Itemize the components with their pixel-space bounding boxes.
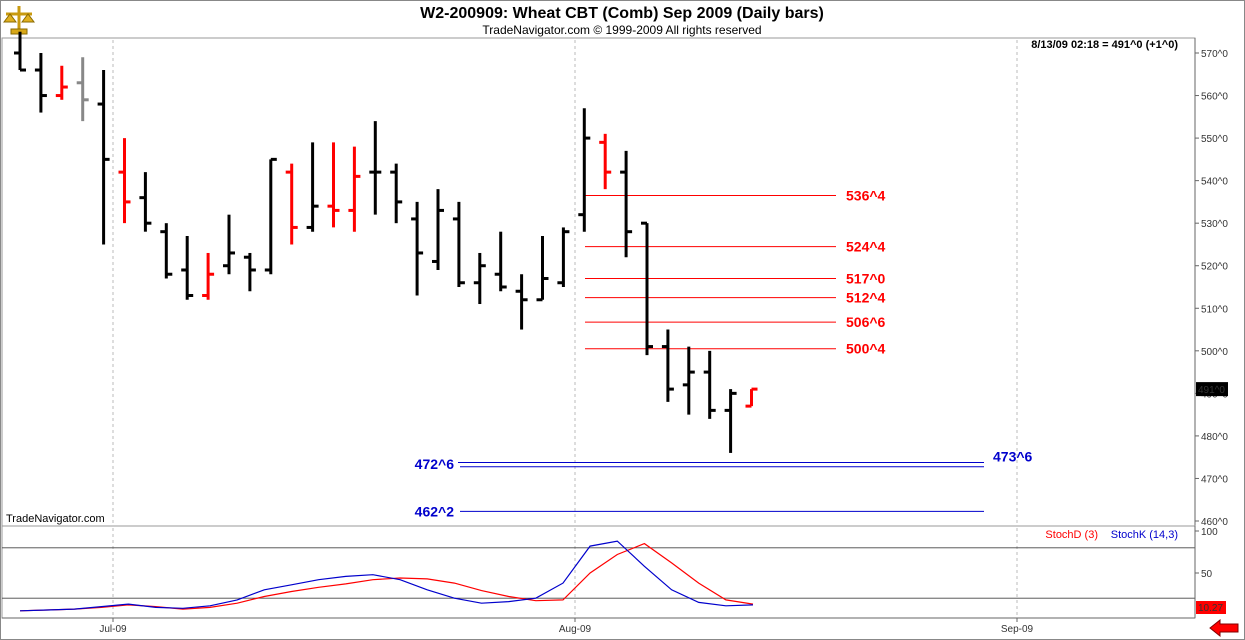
y-tick-label: 540^0 <box>1201 177 1228 188</box>
y-tick-label: 500^0 <box>1201 347 1228 358</box>
stoch-tick-label: 100 <box>1201 527 1218 538</box>
ohlc-bar <box>661 329 674 402</box>
ohlc-bar <box>306 142 319 232</box>
ohlc-bar <box>223 214 235 275</box>
ohlc-bar <box>369 121 382 215</box>
stoch-line-k <box>19 540 754 612</box>
level-label-512^4: 512^4 <box>846 290 886 306</box>
ohlc-bar <box>97 70 110 245</box>
stochastic-panel: 100 50 StochD (3) StochK (14,3) 10.27 <box>1 525 1226 619</box>
y-tick-label: 570^0 <box>1201 49 1228 60</box>
ohlc-bar <box>348 146 361 232</box>
ohlc-bar <box>515 274 528 330</box>
ohlc-bar <box>536 235 549 302</box>
watermark: TradeNavigator.com <box>6 513 105 525</box>
ohlc-bar <box>473 252 486 305</box>
last-price-label: 491^0 <box>1198 385 1225 396</box>
x-tick-label: Sep-09 <box>1001 624 1034 635</box>
last-price-tag: 491^0 <box>1196 382 1228 397</box>
red-left-arrow-icon[interactable] <box>1209 618 1239 638</box>
ohlc-bar <box>264 157 277 275</box>
ohlc-bar <box>55 65 68 100</box>
timestamp-readout: 8/13/09 02:18 = 491^0 (+1^0) <box>1031 39 1178 51</box>
ohlc-bar <box>202 252 215 300</box>
price-bars <box>14 31 758 453</box>
x-axis: Jul-09 Aug-09 Sep-09 <box>2 617 1195 635</box>
ohlc-bar <box>578 108 591 232</box>
y-tick-label: 560^0 <box>1201 92 1228 103</box>
y-tick-label: 530^0 <box>1201 219 1228 230</box>
ohlc-bar <box>34 53 47 113</box>
ohlc-bar <box>494 231 507 292</box>
level-label-524^4: 524^4 <box>846 239 886 255</box>
price-gridlines <box>112 40 1018 524</box>
ohlc-bar <box>641 221 653 356</box>
ohlc-bar <box>620 150 633 258</box>
brass-scale-icon[interactable] <box>2 2 36 36</box>
level-label-462^2: 462^2 <box>415 503 455 519</box>
ohlc-bar <box>682 346 695 415</box>
ohlc-bar <box>411 201 424 296</box>
price-panel: 536^4 524^4 517^0 512^4 506^6 500^4 473^6 472^6… <box>1 31 1228 528</box>
ohlc-bar <box>599 133 612 190</box>
y-tick-label: 520^0 <box>1201 262 1228 273</box>
ohlc-bar <box>181 235 194 300</box>
ohlc-bar <box>724 389 737 453</box>
ohlc-bar <box>118 138 131 224</box>
stoch-series <box>19 540 754 612</box>
legend-stochk: StochK (14,3) <box>1111 529 1178 541</box>
level-label-536^4: 536^4 <box>846 188 886 204</box>
ohlc-bar <box>452 201 465 287</box>
ohlc-bar <box>285 163 298 245</box>
stoch-last-label: 10.27 <box>1198 603 1223 614</box>
ohlc-bar <box>243 252 256 292</box>
stoch-gridlines <box>2 528 1195 617</box>
ohlc-bar <box>14 31 26 72</box>
level-label-473^6: 473^6 <box>993 449 1033 465</box>
ohlc-bar <box>390 163 403 224</box>
y-tick-label: 510^0 <box>1201 304 1228 315</box>
ohlc-bar <box>327 142 340 228</box>
ohlc-bar <box>745 387 758 408</box>
y-tick-label: 480^0 <box>1201 432 1228 443</box>
y-tick-label: 470^0 <box>1201 474 1228 485</box>
ohlc-bar <box>432 189 444 270</box>
stoch-y-axis: 100 50 <box>1194 526 1218 618</box>
chart-title: W2-200909: Wheat CBT (Comb) Sep 2009 (Da… <box>420 5 824 22</box>
ohlc-bar <box>160 223 173 279</box>
y-tick-label: 550^0 <box>1201 134 1228 145</box>
ohlc-bar <box>557 227 570 287</box>
level-label-517^0: 517^0 <box>846 270 886 286</box>
level-label-500^4: 500^4 <box>846 341 886 357</box>
x-tick-label: Jul-09 <box>99 624 127 635</box>
level-label-472^6: 472^6 <box>415 456 455 472</box>
ohlc-bar <box>703 350 716 419</box>
ohlc-bar <box>139 172 152 232</box>
x-tick-label: Aug-09 <box>559 624 592 635</box>
copyright: TradeNavigator.com © 1999-2009 All right… <box>482 23 761 37</box>
legend-stochd: StochD (3) <box>1045 529 1098 541</box>
stoch-tick-label: 50 <box>1201 569 1213 580</box>
price-y-axis: 460^0470^0480^0490^0500^0510^0520^0530^0… <box>1194 38 1228 528</box>
y-tick-label: 460^0 <box>1201 517 1228 528</box>
ohlc-bar <box>76 57 89 122</box>
level-label-506^6: 506^6 <box>846 314 886 330</box>
stoch-last-tag: 10.27 <box>1196 601 1226 614</box>
